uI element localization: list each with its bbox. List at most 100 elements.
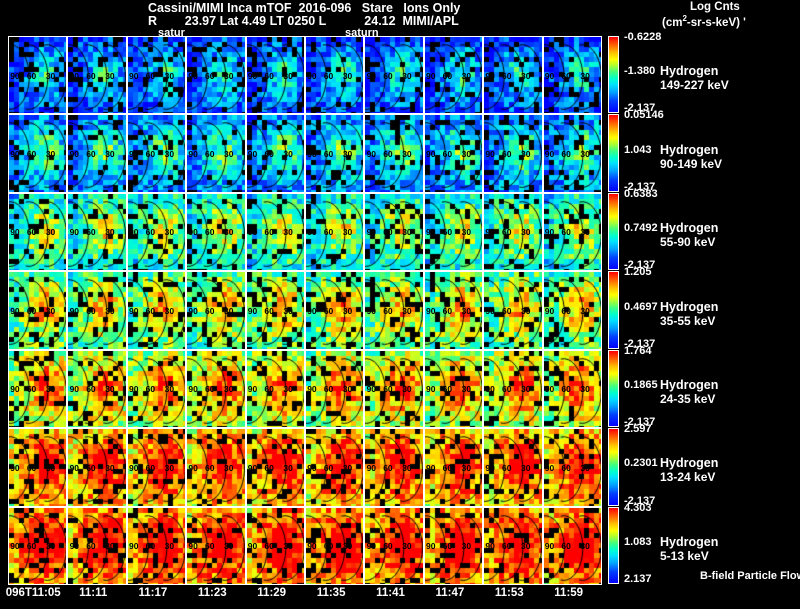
sky-map-panel[interactable]: 90 60 30 [126, 349, 187, 429]
sky-map-pixels [9, 193, 67, 271]
sky-map-panel[interactable]: 90 60 30 [483, 349, 543, 429]
sky-map-panel[interactable]: 90 60 30 [8, 36, 68, 115]
pitch-angle-label: 90 [128, 70, 139, 81]
sky-map-panel[interactable]: 90 60 30 [305, 428, 365, 507]
sky-map-panel[interactable]: 90 60 30 [483, 192, 543, 272]
sky-map-panel[interactable]: 90 60 30 [364, 428, 424, 507]
sky-map-panel[interactable]: 90 60 30 [245, 349, 305, 429]
pitch-angle-label: 60 [26, 70, 37, 81]
sky-map-pixels [543, 193, 601, 271]
sky-map-panel[interactable]: 90 60 30 [364, 114, 424, 193]
colorbar [608, 192, 619, 271]
sky-map-panel[interactable]: 90 60 30 [483, 271, 543, 350]
sky-map-panel[interactable]: 90 60 30 [186, 36, 246, 115]
sky-map-pixels [365, 350, 423, 428]
sky-map-panel[interactable]: 90 60 30 [542, 192, 602, 272]
sky-map-panel[interactable]: 90 60 30 [364, 506, 424, 585]
sky-map-panel[interactable]: 90 60 30 [67, 428, 127, 507]
sky-map-panel[interactable]: 90 60 30 [364, 349, 424, 429]
sky-map-panel[interactable]: 90 60 30 [67, 271, 127, 350]
sky-map-panel[interactable]: 90 60 30 [305, 271, 365, 350]
sky-map-pixels [127, 37, 186, 114]
sky-map-panel[interactable]: 90 60 30 [186, 114, 246, 193]
sky-map-panel[interactable]: 90 60 30 [67, 192, 127, 272]
sky-map-panel[interactable]: 90 60 30 [364, 36, 424, 115]
species-label: Hydrogen [660, 377, 719, 392]
pitch-angle-label: 60 [442, 541, 453, 552]
sky-map-panel[interactable]: 90 60 30 [364, 271, 424, 350]
sky-map-panel[interactable]: 90 60 30 [245, 192, 305, 272]
sky-map-panel[interactable]: 90 60 30 [542, 114, 602, 193]
sky-map-panel[interactable]: 90 60 30 [186, 428, 246, 507]
sky-map-panel[interactable]: 90 60 30 [8, 192, 68, 272]
sky-map-panel[interactable]: 90 60 30 [423, 349, 484, 429]
sky-map-panel[interactable]: 90 60 30 [126, 192, 187, 272]
sky-map-panel[interactable]: 90 60 30 [8, 114, 68, 193]
pitch-angle-label: 30 [402, 541, 412, 552]
pitch-angle-label: 30 [461, 148, 472, 159]
pitch-angle-label: 90 [10, 148, 20, 159]
sky-map-panel[interactable]: 90 60 30 [423, 506, 484, 585]
sky-map-panel[interactable]: 90 60 30 [542, 506, 602, 585]
sky-map-panel[interactable]: 90 60 30 [8, 271, 68, 350]
sky-map-panel[interactable]: 90 60 30 [8, 506, 68, 585]
sky-map-panel[interactable]: 90 60 30 [305, 36, 365, 115]
time-tick-label: 11:35 [316, 587, 346, 599]
sky-map-panel[interactable]: 90 60 30 [305, 506, 365, 585]
pitch-angle-label: 60 [264, 305, 274, 316]
sky-map-panel[interactable]: 90 60 30 [186, 506, 246, 585]
sky-map-panel[interactable]: 90 60 30 [305, 349, 365, 429]
sky-map-panel[interactable]: 90 60 30 [423, 114, 484, 193]
species-label: Hydrogen [660, 299, 719, 314]
sky-map-pixels [543, 350, 601, 428]
pitch-angle-label: 90 [247, 148, 258, 159]
sky-map-panel[interactable]: 90 60 30 [126, 506, 187, 585]
sky-map-panel[interactable]: 90 60 30 [67, 506, 127, 585]
sky-map-panel[interactable]: 90 60 30 [186, 349, 246, 429]
pitch-angle-label: 30 [342, 148, 353, 159]
sky-map-panel[interactable]: 90 60 30 [67, 114, 127, 193]
sky-map-panel[interactable]: 90 60 30 [542, 428, 602, 507]
sky-map-panel[interactable]: 90 60 30 [483, 114, 543, 193]
pitch-angle-label: 90 [188, 384, 198, 395]
pitch-angle-label: 30 [342, 541, 353, 552]
sky-map-panel[interactable]: 90 60 30 [126, 114, 187, 193]
pitch-angle-label: 30 [105, 384, 115, 395]
sky-map-panel[interactable]: 90 60 30 [126, 271, 187, 350]
sky-map-panel[interactable]: 90 60 30 [305, 114, 365, 193]
sky-map-panel[interactable]: 90 60 30 [423, 192, 484, 272]
pitch-angle-label: 60 [442, 462, 453, 473]
sky-map-panel[interactable]: 90 60 30 [423, 271, 484, 350]
sky-map-pixels [127, 115, 186, 192]
sky-map-panel[interactable]: 90 60 30 [67, 36, 127, 115]
sky-map-panel[interactable]: 90 60 30 [186, 271, 246, 350]
sky-map-panel[interactable]: 90 60 30 [483, 428, 543, 507]
sky-map-panel[interactable]: 90 60 30 [423, 428, 484, 507]
sky-map-panel[interactable]: 90 60 30 [186, 192, 246, 272]
sky-map-panel[interactable]: 90 60 30 [245, 114, 305, 193]
sky-map-panel[interactable]: 90 60 30 [126, 428, 187, 507]
sky-map-panel[interactable]: 90 60 30 [423, 36, 484, 115]
sky-map-panel[interactable]: 90 60 30 [245, 506, 305, 585]
pitch-angle-label: 60 [145, 227, 156, 238]
sky-map-panel[interactable]: 90 60 30 [8, 349, 68, 429]
sky-map-panel[interactable]: 90 60 30 [8, 428, 68, 507]
sky-map-panel[interactable]: 90 60 30 [245, 271, 305, 350]
pitch-angle-label: 30 [164, 541, 175, 552]
sky-map-panel[interactable]: 90 60 30 [305, 192, 365, 272]
sky-map-panel[interactable]: 90 60 30 [364, 192, 424, 272]
sky-map-pixels [246, 507, 304, 584]
sky-map-panel[interactable]: 90 60 30 [126, 36, 187, 115]
sky-map-panel[interactable]: 90 60 30 [483, 36, 543, 115]
pitch-angle-label: 30 [105, 541, 115, 552]
sky-map-panel[interactable]: 90 60 30 [542, 36, 602, 115]
pitch-angle-label: 90 [69, 148, 80, 159]
sky-map-panel[interactable]: 90 60 30 [542, 349, 602, 429]
pitch-angle-label: 90 [10, 70, 20, 81]
sky-map-panel[interactable]: 90 60 30 [483, 506, 543, 585]
species-label: Hydrogen [660, 221, 719, 236]
sky-map-panel[interactable]: 90 60 30 [245, 428, 305, 507]
sky-map-panel[interactable]: 90 60 30 [67, 349, 127, 429]
sky-map-panel[interactable]: 90 60 30 [245, 36, 305, 115]
sky-map-panel[interactable]: 90 60 30 [542, 271, 602, 350]
